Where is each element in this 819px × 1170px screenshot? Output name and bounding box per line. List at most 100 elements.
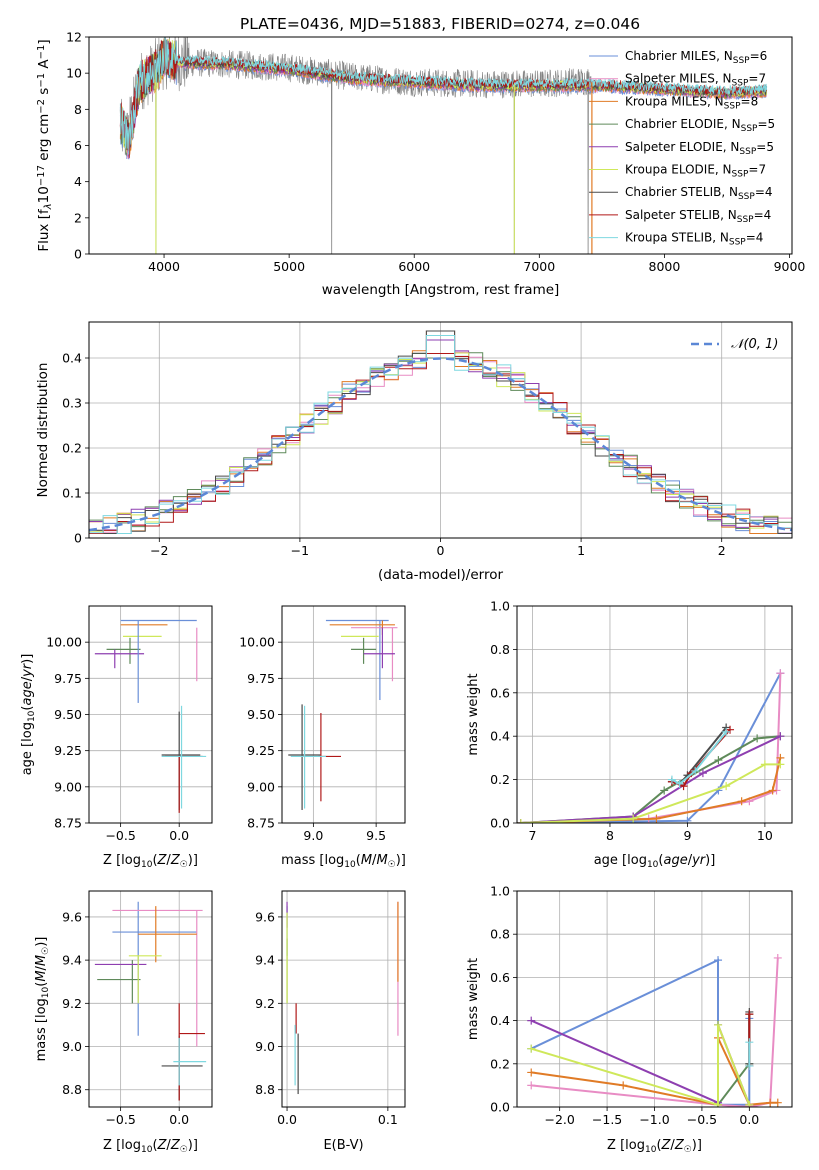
y-axis-label: mass weight — [466, 958, 481, 1040]
y-axis-label-part: Flux [f — [36, 208, 52, 252]
series-marker — [691, 766, 700, 775]
x-tick-label: −1.0 — [639, 1112, 669, 1127]
legend-value: =5 — [756, 140, 774, 154]
x-tick-label: −0.5 — [105, 828, 135, 843]
label-part: ☉ — [180, 860, 188, 870]
legend-value: =7 — [748, 72, 766, 86]
axes-frame — [281, 605, 406, 824]
y-tick-label: 2 — [74, 210, 82, 225]
series-6 — [517, 760, 785, 823]
y-axis-label: Normed distribution — [35, 363, 51, 498]
label-part: E(B-V) — [323, 1138, 363, 1153]
legend-value: =5 — [757, 117, 775, 131]
series-marker — [768, 786, 777, 795]
y-tick-label: 4 — [74, 174, 82, 189]
data-point-5 — [363, 627, 395, 669]
data-point-1 — [112, 901, 197, 1036]
x-tick-label: 0.0 — [169, 828, 189, 843]
y-tick-label: 0 — [74, 247, 82, 262]
x-tick-label: 2 — [718, 543, 726, 558]
series-line — [520, 763, 781, 823]
series-marker — [629, 814, 638, 823]
series-marker — [667, 775, 676, 784]
data-spectrum — [120, 37, 592, 157]
data-point-2 — [351, 627, 398, 682]
y-tick-label: 0.0 — [490, 816, 510, 831]
y-tick-label: 9.25 — [54, 743, 82, 758]
series-1 — [527, 956, 754, 1107]
series-9 — [667, 727, 731, 788]
y-tick-label: 9.75 — [247, 671, 275, 686]
y-axis-label-part: λ — [43, 203, 54, 210]
axes-frame — [88, 605, 213, 824]
label-part: mass [log — [34, 998, 49, 1061]
series-marker — [527, 1016, 536, 1025]
panel-mass-vs-Z: −0.5 0.08.89.09.29.49.6Z [log10(Z/Z☉)]mas… — [34, 890, 213, 1155]
label-part: Z [log — [103, 1138, 141, 1153]
label-part: )] — [705, 853, 715, 868]
panel-age-vs-mass: 9.0 9.5 8.75 9.00 9.25 9.50 9.75 10.00 mass [log… — [239, 605, 406, 870]
legend-sub: SSP — [741, 124, 758, 134]
y-tick-label: 9.00 — [247, 779, 275, 794]
legend-sub: SSP — [732, 78, 749, 88]
y-tick-label: 9.75 — [54, 671, 82, 686]
plot-area-mass-vs-EBV — [286, 901, 399, 1095]
y-tick-label: 8.75 — [247, 816, 275, 831]
y-tick-label: 9.2 — [255, 996, 275, 1011]
label-part: M — [34, 970, 49, 981]
series-line — [671, 731, 727, 786]
label-part: Z — [157, 853, 168, 868]
y-tick-label: 9.0 — [255, 1039, 275, 1054]
label-part: age [log — [20, 722, 35, 775]
label-part: ( — [658, 853, 663, 868]
series-marker — [745, 1038, 754, 1047]
series-line — [531, 957, 779, 1107]
x-tick-label: 0 — [437, 543, 445, 558]
label-part: )] — [34, 937, 49, 947]
series-marker — [527, 1068, 536, 1077]
label-part: ☉ — [180, 1145, 188, 1155]
series-marker — [753, 734, 762, 743]
legend-name: Kroupa MILES, N — [625, 94, 724, 108]
label-part: )] — [692, 1138, 702, 1153]
series-marker — [714, 756, 723, 765]
series-marker — [527, 1081, 536, 1090]
legend-entry: 𝒩(0, 1) — [731, 337, 778, 352]
y-axis-label-part: −1 — [36, 73, 47, 88]
series-marker — [698, 769, 707, 778]
x-axis-label: age [log10(age/yr)] — [594, 853, 716, 870]
y-axis-label-part: s — [36, 88, 52, 99]
y-tick-label: 0.2 — [490, 1056, 510, 1071]
legend-value: =4 — [755, 185, 773, 199]
y-axis-label-part: −1 — [36, 45, 47, 60]
label-part: M — [376, 853, 387, 868]
y-tick-label: 8 — [74, 102, 82, 117]
legend-entry: Chabrier ELODIE, NSSP=5 — [625, 117, 775, 134]
plot-area-weight-vs-Z — [527, 953, 782, 1107]
label-part: ☉ — [388, 860, 396, 870]
label-part: M — [34, 955, 49, 966]
x-tick-label: 4000 — [148, 259, 180, 274]
y-tick-label: 0.0 — [490, 1100, 510, 1115]
axes-frame — [88, 36, 793, 255]
data-point-4 — [97, 960, 141, 1004]
series-marker — [714, 1100, 723, 1107]
x-tick-label: 10 — [757, 828, 773, 843]
plot-area-mass-vs-Z — [94, 901, 207, 1101]
x-axis-label: Z [log10(Z/Z☉)] — [103, 1138, 198, 1155]
x-axis-label: E(B-V) — [323, 1138, 363, 1153]
label-part: age — [20, 681, 35, 705]
legend-name: Kroupa STELIB, N — [625, 231, 729, 245]
x-tick-label: 0.0 — [277, 1112, 297, 1127]
x-tick-label: 0.1 — [378, 1112, 398, 1127]
figure-title: PLATE=0436, MJD=51883, FIBERID=0274, z=0… — [240, 15, 640, 33]
legend-value: =7 — [748, 163, 766, 177]
series-marker — [517, 819, 525, 823]
series-7 — [667, 723, 731, 788]
label-part: ( — [152, 853, 157, 868]
x-tick-label: 0.0 — [169, 1112, 189, 1127]
x-axis-label: mass [log10(M/M☉)] — [281, 853, 406, 870]
y-axis-label-part: ] — [36, 39, 52, 44]
